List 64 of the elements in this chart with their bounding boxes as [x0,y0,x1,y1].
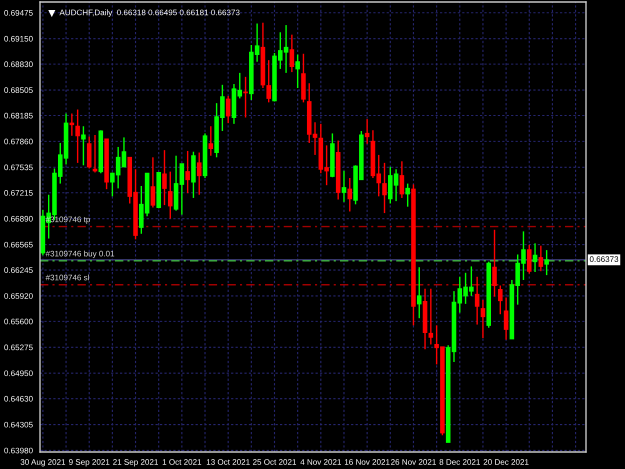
candlestick [86,136,92,170]
y-tick-label: 0.64630 [4,396,33,402]
x-tick-label: 30 Aug 2021 [20,459,66,466]
y-tick-label: 0.64950 [4,370,33,376]
candlestick [185,150,190,194]
y-tick-label: 0.65600 [4,318,33,324]
candlestick [526,244,532,274]
candlestick [150,156,156,208]
y-tick-label: 0.65920 [4,293,33,299]
text: AUDCHF,Daily 0.66318 0.66495 0.66181 0.66373 [59,9,240,17]
candlestick [498,284,503,315]
candlestick [290,34,294,73]
x-tick-label: 4 Nov 2021 [300,459,342,465]
candlestick [81,126,86,166]
candlestick [480,299,486,339]
candlestick [416,266,422,319]
candlestick [504,296,508,340]
candlestick [70,112,74,136]
x-tick-label: 9 Sep 2021 [68,459,110,466]
y-tick-label: 0.65275 [4,344,33,350]
y-tick-label: 0.66890 [4,216,33,222]
candlestick [405,182,410,208]
candlestick [226,95,230,124]
y-tick-label: 0.69150 [4,36,33,42]
candlestick [75,108,80,164]
candlestick [295,54,300,89]
candlestick [342,170,346,203]
y-tick-label: 0.66565 [4,242,33,248]
y-tick-label: 0.67860 [4,138,33,144]
x-tick-label: 26 Nov 2021 [391,459,436,465]
y-tick-label: 0.67535 [4,164,33,170]
y-tick-label: 0.68830 [4,61,33,68]
y-tick-label: 0.69475 [4,10,33,16]
x-tick-label: 8 Dec 2021 [440,459,480,465]
candlestick [364,118,370,144]
x-tick-label: 21 Sep 2021 [113,459,158,466]
candlestick [243,76,248,118]
candlestick [168,170,173,220]
candlestick [428,288,434,346]
x-tick-label: 13 Oct 2021 [206,459,250,465]
candlestick [208,126,214,156]
x-tick-label: 16 Nov 2021 [344,459,390,465]
candlestick [474,276,480,326]
candlestick [162,149,167,206]
y-tick-label: 0.63980 [4,448,33,454]
x-tick-label: 1 Oct 2021 [162,459,202,465]
ref-line-label: 0.66373 [590,256,618,262]
y-tick-label: 0.67215 [4,190,33,196]
candlestick [544,249,549,276]
candlestick [347,177,352,212]
y-tick-label: 0.68185 [4,112,33,118]
x-tick-label: 25 Oct 2021 [252,459,296,465]
ref-line-label: #3109746 buy 0.01 [46,250,114,258]
y-tick-label: 0.64305 [4,422,33,428]
candlestick [400,160,404,199]
candlestick [92,134,98,174]
x-tick-label: 20 Dec 2021 [484,459,529,465]
candlestick [196,152,202,196]
y-tick-label: 0.68505 [4,87,33,94]
y-tick-label: 0.66245 [4,267,33,274]
candlestick [538,245,544,272]
candlestick [532,242,538,273]
candlestick [492,229,497,298]
ref-line-label: #3109746 sl [46,274,89,280]
